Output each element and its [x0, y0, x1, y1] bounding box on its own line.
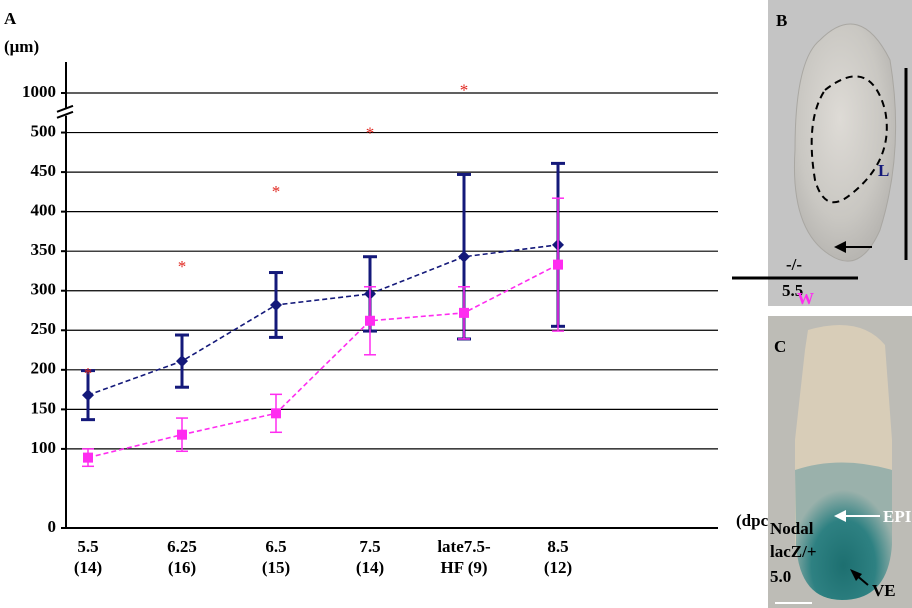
point	[553, 259, 563, 270]
x-tick-label: 7.5	[359, 537, 380, 556]
epiblast-outline	[810, 75, 888, 204]
panel-c: C Nodal lacZ/+ 5.0 EPI VE	[768, 316, 912, 608]
x-tick-label: (14)	[356, 558, 384, 577]
series-line	[87, 263, 559, 459]
y-tick-label: 450	[31, 161, 57, 180]
arrow-head	[850, 569, 862, 581]
point	[176, 355, 188, 368]
y-tick-label: 1000	[22, 82, 56, 101]
embryo	[793, 23, 897, 262]
significance-marker: *	[272, 182, 281, 201]
length-label: L	[878, 161, 889, 180]
x-tick-label: (12)	[544, 558, 572, 577]
axis-break-gap	[58, 107, 74, 116]
point	[177, 429, 187, 440]
genotype: -/-	[786, 255, 802, 274]
significance-marker: *	[84, 364, 93, 383]
x-tick-label: (15)	[262, 558, 290, 577]
axis-break	[56, 110, 74, 119]
y-tick-label: 150	[31, 398, 57, 417]
significance-marker: *	[178, 257, 187, 276]
x-unit: (dpc)	[736, 511, 774, 530]
x-tick-label: HF (9)	[440, 558, 487, 577]
y-tick-label: 500	[31, 121, 57, 140]
point	[82, 389, 94, 402]
panel-b: B L -/- 5.5 W	[732, 0, 912, 319]
genotype: Nodal	[770, 519, 814, 538]
point	[270, 298, 282, 311]
genotype: lacZ/+	[770, 542, 817, 561]
y-tick-label: 100	[31, 438, 57, 457]
arrow-head	[834, 510, 846, 522]
epi-label: EPI	[883, 507, 912, 526]
x-tick-label: (16)	[168, 558, 196, 577]
stage: 5.0	[770, 567, 791, 586]
panel-label: A	[4, 9, 17, 28]
series-line	[87, 244, 559, 396]
x-tick-label: 6.5	[265, 537, 286, 556]
y-tick-label: 0	[48, 517, 57, 536]
point	[458, 250, 470, 263]
ve-label: VE	[872, 581, 896, 600]
axis-break	[56, 104, 74, 113]
x-tick-label: late7.5-	[437, 537, 491, 556]
y-tick-label: 400	[31, 201, 57, 220]
y-unit: (μm)	[4, 37, 39, 56]
point	[459, 307, 469, 318]
stage: 5.5	[782, 281, 803, 300]
y-tick-label: 250	[31, 319, 57, 338]
plot: 0 100 150 200 250 300 350 400 450 500 1000 5.5 (14) 6…	[22, 62, 718, 577]
y-tick-label: 350	[31, 240, 57, 259]
significance-marker: *	[460, 81, 469, 100]
panel-label: C	[774, 337, 786, 356]
point	[83, 452, 93, 463]
width-label: W	[797, 289, 814, 308]
panel-label: B	[776, 11, 787, 30]
x-tick-label: 6.25	[167, 537, 197, 556]
y-tick-label: 200	[31, 359, 57, 378]
point	[365, 315, 375, 326]
x-tick-label: 8.5	[547, 537, 568, 556]
x-tick-label: 5.5	[77, 537, 98, 556]
point	[271, 408, 281, 419]
arrow-head	[834, 241, 846, 253]
stain	[795, 462, 892, 600]
significance-marker: *	[366, 124, 375, 143]
y-tick-label: 300	[31, 280, 57, 299]
x-tick-label: (14)	[74, 558, 102, 577]
